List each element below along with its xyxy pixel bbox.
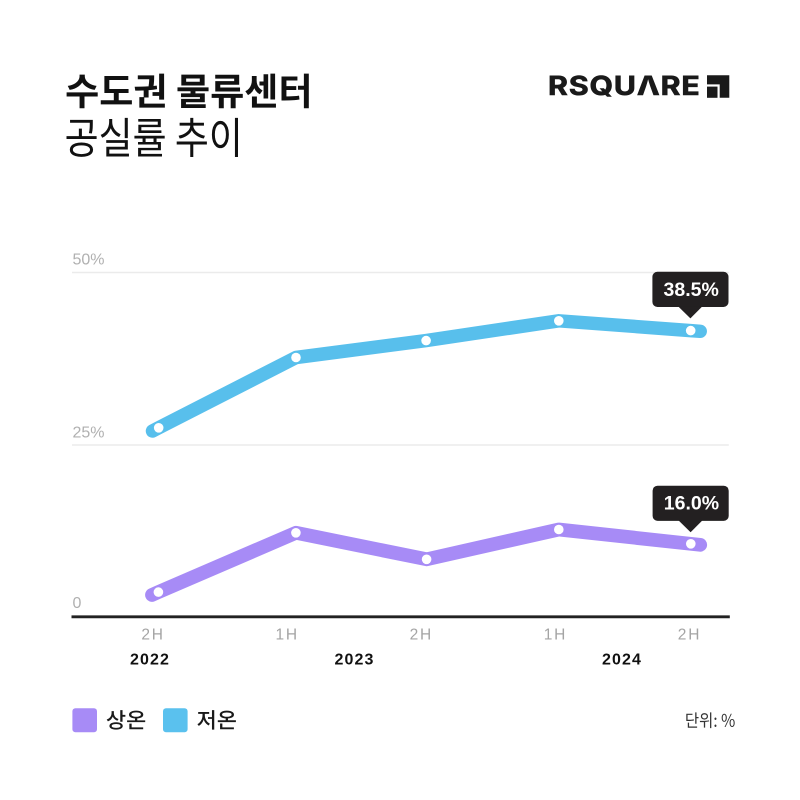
svg-text:0: 0	[73, 595, 82, 612]
svg-text:2H: 2H	[678, 626, 701, 643]
svg-text:2024: 2024	[602, 652, 642, 669]
svg-text:1H: 1H	[544, 626, 567, 643]
svg-text:2022: 2022	[130, 652, 170, 669]
svg-text:1H: 1H	[275, 626, 298, 643]
svg-text:38.5%: 38.5%	[664, 279, 719, 301]
svg-text:16.0%: 16.0%	[664, 493, 719, 515]
svg-text:25%: 25%	[73, 424, 105, 441]
svg-text:2023: 2023	[335, 652, 375, 669]
svg-text:50%: 50%	[73, 251, 105, 268]
svg-text:2H: 2H	[410, 626, 433, 643]
svg-text:2H: 2H	[141, 626, 164, 643]
